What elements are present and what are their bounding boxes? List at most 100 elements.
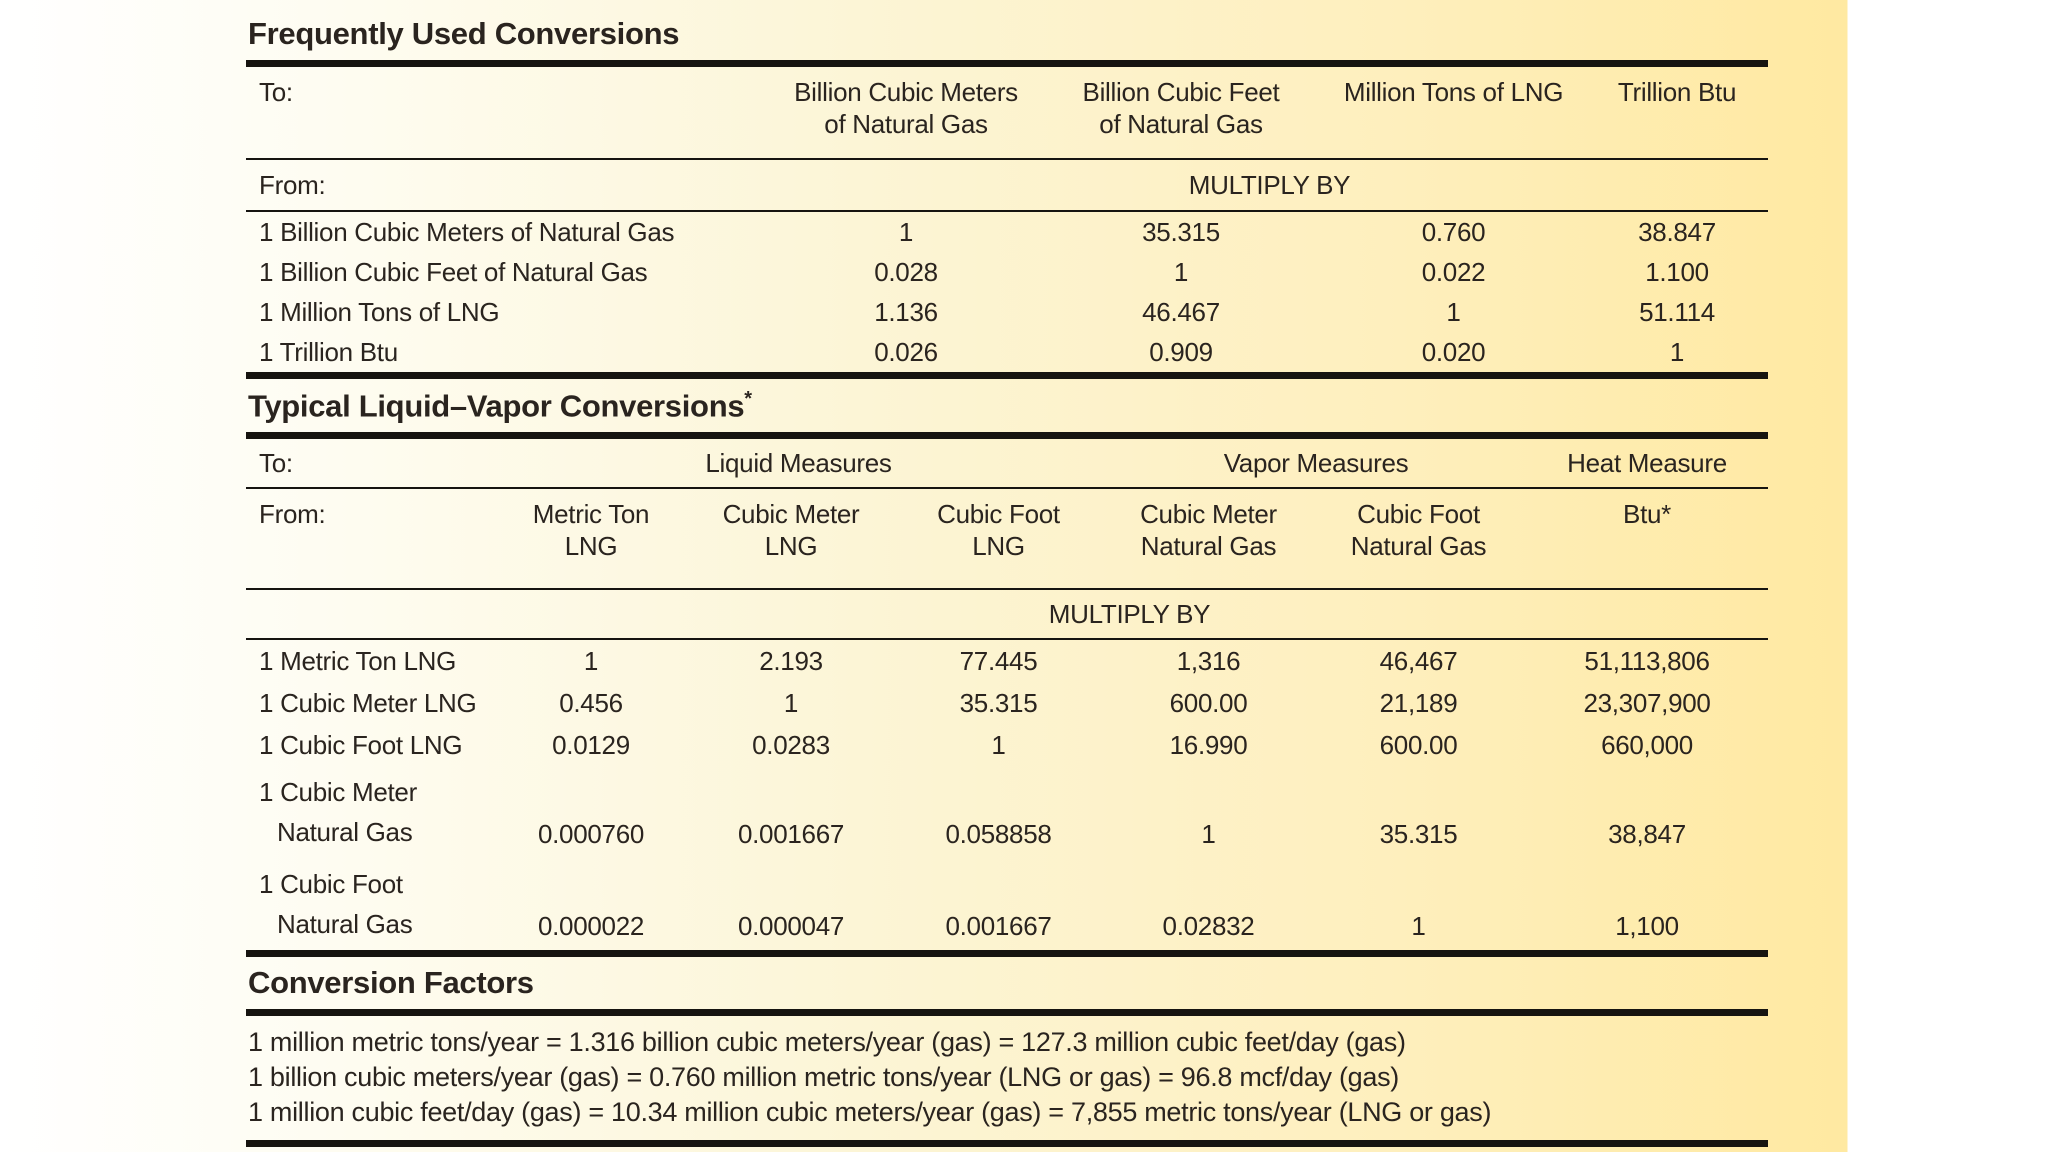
table-row: 1 Billion Cubic Meters of Natural Gas 1 …	[246, 211, 1768, 252]
multiply-by-label: MULTIPLY BY	[491, 589, 1769, 641]
value-cell: 600.00	[1379, 729, 1458, 760]
value-cell: 0.000760	[537, 819, 645, 850]
value-cell: 35.315	[1142, 216, 1220, 247]
table-row: 1 Metric Ton LNG 1 2.193 77.445 1,316 46…	[246, 639, 1768, 682]
value-cell: 46.467	[1142, 296, 1220, 327]
value-cell: 0.0129	[552, 729, 630, 760]
row-label: 1 Cubic Foot LNG	[259, 729, 463, 760]
column-header: Cubic Meter Natural Gas	[1106, 488, 1311, 591]
value-cell: 0.000022	[537, 911, 645, 942]
value-cell: 51,113,806	[1584, 645, 1710, 676]
frequently-used-table: To: Billion Cubic Meters of Natural Gas …	[246, 60, 1768, 379]
column-header-line1: Billion Cubic Feet	[1082, 77, 1280, 107]
column-header-line1: Cubic Meter	[722, 499, 860, 530]
value-cell: 0.020	[1421, 336, 1486, 367]
value-cell: 1	[783, 687, 799, 718]
row-label-line1: 1 Cubic Meter	[259, 777, 417, 808]
row-label: 1 Metric Ton LNG	[259, 645, 457, 676]
multiply-by-label: MULTIPLY BY	[771, 159, 1768, 212]
table2-from-row: From: Metric Ton LNG Cubic Meter LNG Cub…	[246, 488, 1769, 591]
value-cell: 1.100	[1645, 256, 1709, 287]
sheet-content: Frequently Used Conversions To: Billion …	[246, 0, 1769, 1152]
row-label: 1 Billion Cubic Meters of Natural Gas	[259, 216, 675, 247]
table1-from-row: From: MULTIPLY BY	[246, 159, 1768, 212]
value-cell: 1.136	[874, 296, 938, 327]
column-header: Billion Cubic Meters of Natural Gas	[771, 63, 1041, 160]
from-label: From:	[246, 159, 771, 212]
value-cell: 0.022	[1421, 256, 1486, 287]
table-row: 1 Cubic Foot LNG 0.0129 0.0283 1 16.990 …	[246, 724, 1768, 766]
table-row: 1 Cubic Meter Natural Gas 0.000760 0.001…	[246, 766, 1768, 858]
column-header: Million Tons of LNG	[1321, 63, 1586, 160]
value-cell: 0.909	[1149, 336, 1213, 367]
value-cell: 46,467	[1379, 645, 1458, 676]
value-cell: 0.058858	[945, 819, 1052, 850]
column-header-line1: Metric Ton	[532, 499, 650, 530]
table1-to-header-row: To: Billion Cubic Meters of Natural Gas …	[246, 63, 1768, 160]
column-header: Billion Cubic Feet of Natural Gas	[1041, 63, 1321, 160]
value-cell: 1	[898, 216, 914, 247]
row-label-line2: Natural Gas	[277, 817, 413, 848]
value-cell: 0.026	[874, 336, 938, 367]
column-header-line2: LNG	[972, 531, 1025, 562]
column-header-line1: Million Tons of LNG	[1343, 77, 1564, 107]
value-cell: 1	[1446, 296, 1461, 327]
table2-to-header-row: To: Liquid Measures Vapor Measures Heat …	[246, 435, 1769, 490]
conversion-factors-title: Conversion Factors	[246, 957, 1768, 1017]
column-header: Trillion Btu	[1586, 63, 1768, 160]
column-header-line1: Cubic Foot	[937, 499, 1060, 530]
column-header-line1: Cubic Meter	[1140, 499, 1277, 530]
row-label: 1 Cubic Meter Natural Gas	[246, 766, 491, 858]
column-header: Btu*	[1526, 488, 1769, 591]
row-label: 1 Cubic Foot Natural Gas	[246, 858, 491, 954]
value-cell: 0.456	[559, 687, 623, 718]
group-header-liquid: Liquid Measures	[491, 435, 1106, 490]
value-cell: 1	[583, 645, 599, 676]
value-cell: 0.000047	[737, 911, 845, 942]
table-row: 1 Cubic Meter LNG 0.456 1 35.315 600.00 …	[246, 682, 1768, 724]
column-header: Cubic Meter LNG	[691, 488, 891, 591]
conversion-factor-line: 1 million cubic feet/day (gas) = 10.34 m…	[248, 1097, 1492, 1128]
value-cell: 1	[1411, 911, 1426, 942]
column-header: Cubic Foot LNG	[891, 488, 1106, 591]
value-cell: 1,316	[1176, 645, 1241, 676]
value-cell: 35.315	[959, 687, 1038, 718]
conversion-factors-list: 1 million metric tons/year = 1.316 billi…	[246, 1016, 1768, 1148]
value-cell: 77.445	[959, 645, 1038, 676]
row-label-line1: 1 Cubic Foot	[259, 869, 403, 900]
column-header-line2: of Natural Gas	[824, 109, 988, 139]
table-row: 1 Billion Cubic Feet of Natural Gas 0.02…	[246, 252, 1768, 292]
value-cell: 0.001667	[737, 819, 845, 850]
from-label: From:	[246, 488, 491, 591]
value-cell: 0.760	[1421, 216, 1486, 247]
frequently-used-title: Frequently Used Conversions	[248, 16, 680, 51]
value-cell: 21,189	[1379, 687, 1458, 718]
value-cell: 0.001667	[945, 911, 1052, 942]
table-row: 1 Trillion Btu 0.026 0.909 0.020 1	[246, 332, 1768, 376]
table-row: 1 Million Tons of LNG 1.136 46.467 1 51.…	[246, 292, 1768, 332]
value-cell: 1,100	[1615, 911, 1679, 942]
row-label-line2: Natural Gas	[277, 909, 413, 940]
value-cell: 16.990	[1169, 729, 1248, 760]
liquid-vapor-title-text: Typical Liquid–Vapor Conversions	[248, 388, 745, 424]
value-cell: 38,847	[1608, 819, 1686, 850]
to-label: To:	[246, 63, 771, 160]
row-label: 1 Million Tons of LNG	[259, 296, 500, 327]
value-cell: 0.02832	[1162, 911, 1255, 942]
value-cell: 1	[1201, 819, 1216, 850]
column-header-line2: Natural Gas	[1140, 531, 1277, 562]
value-cell: 35.315	[1379, 819, 1458, 850]
value-cell: 0.0283	[752, 729, 830, 760]
group-header-vapor: Vapor Measures	[1106, 435, 1527, 490]
value-cell: 23,307,900	[1583, 687, 1711, 718]
column-header-line1: Btu*	[1623, 499, 1671, 530]
value-cell: 660,000	[1601, 729, 1693, 760]
conversion-factor-line: 1 billion cubic meters/year (gas) = 0.76…	[248, 1062, 1399, 1093]
value-cell: 2.193	[759, 645, 823, 676]
row-label: 1 Trillion Btu	[259, 336, 398, 367]
value-cell: 1	[1173, 256, 1189, 287]
row-label: 1 Cubic Meter LNG	[259, 687, 477, 718]
conversion-factor-line: 1 million metric tons/year = 1.316 billi…	[248, 1027, 1406, 1058]
column-header: Metric Ton LNG	[491, 488, 691, 591]
liquid-vapor-table: To: Liquid Measures Vapor Measures Heat …	[246, 432, 1769, 958]
